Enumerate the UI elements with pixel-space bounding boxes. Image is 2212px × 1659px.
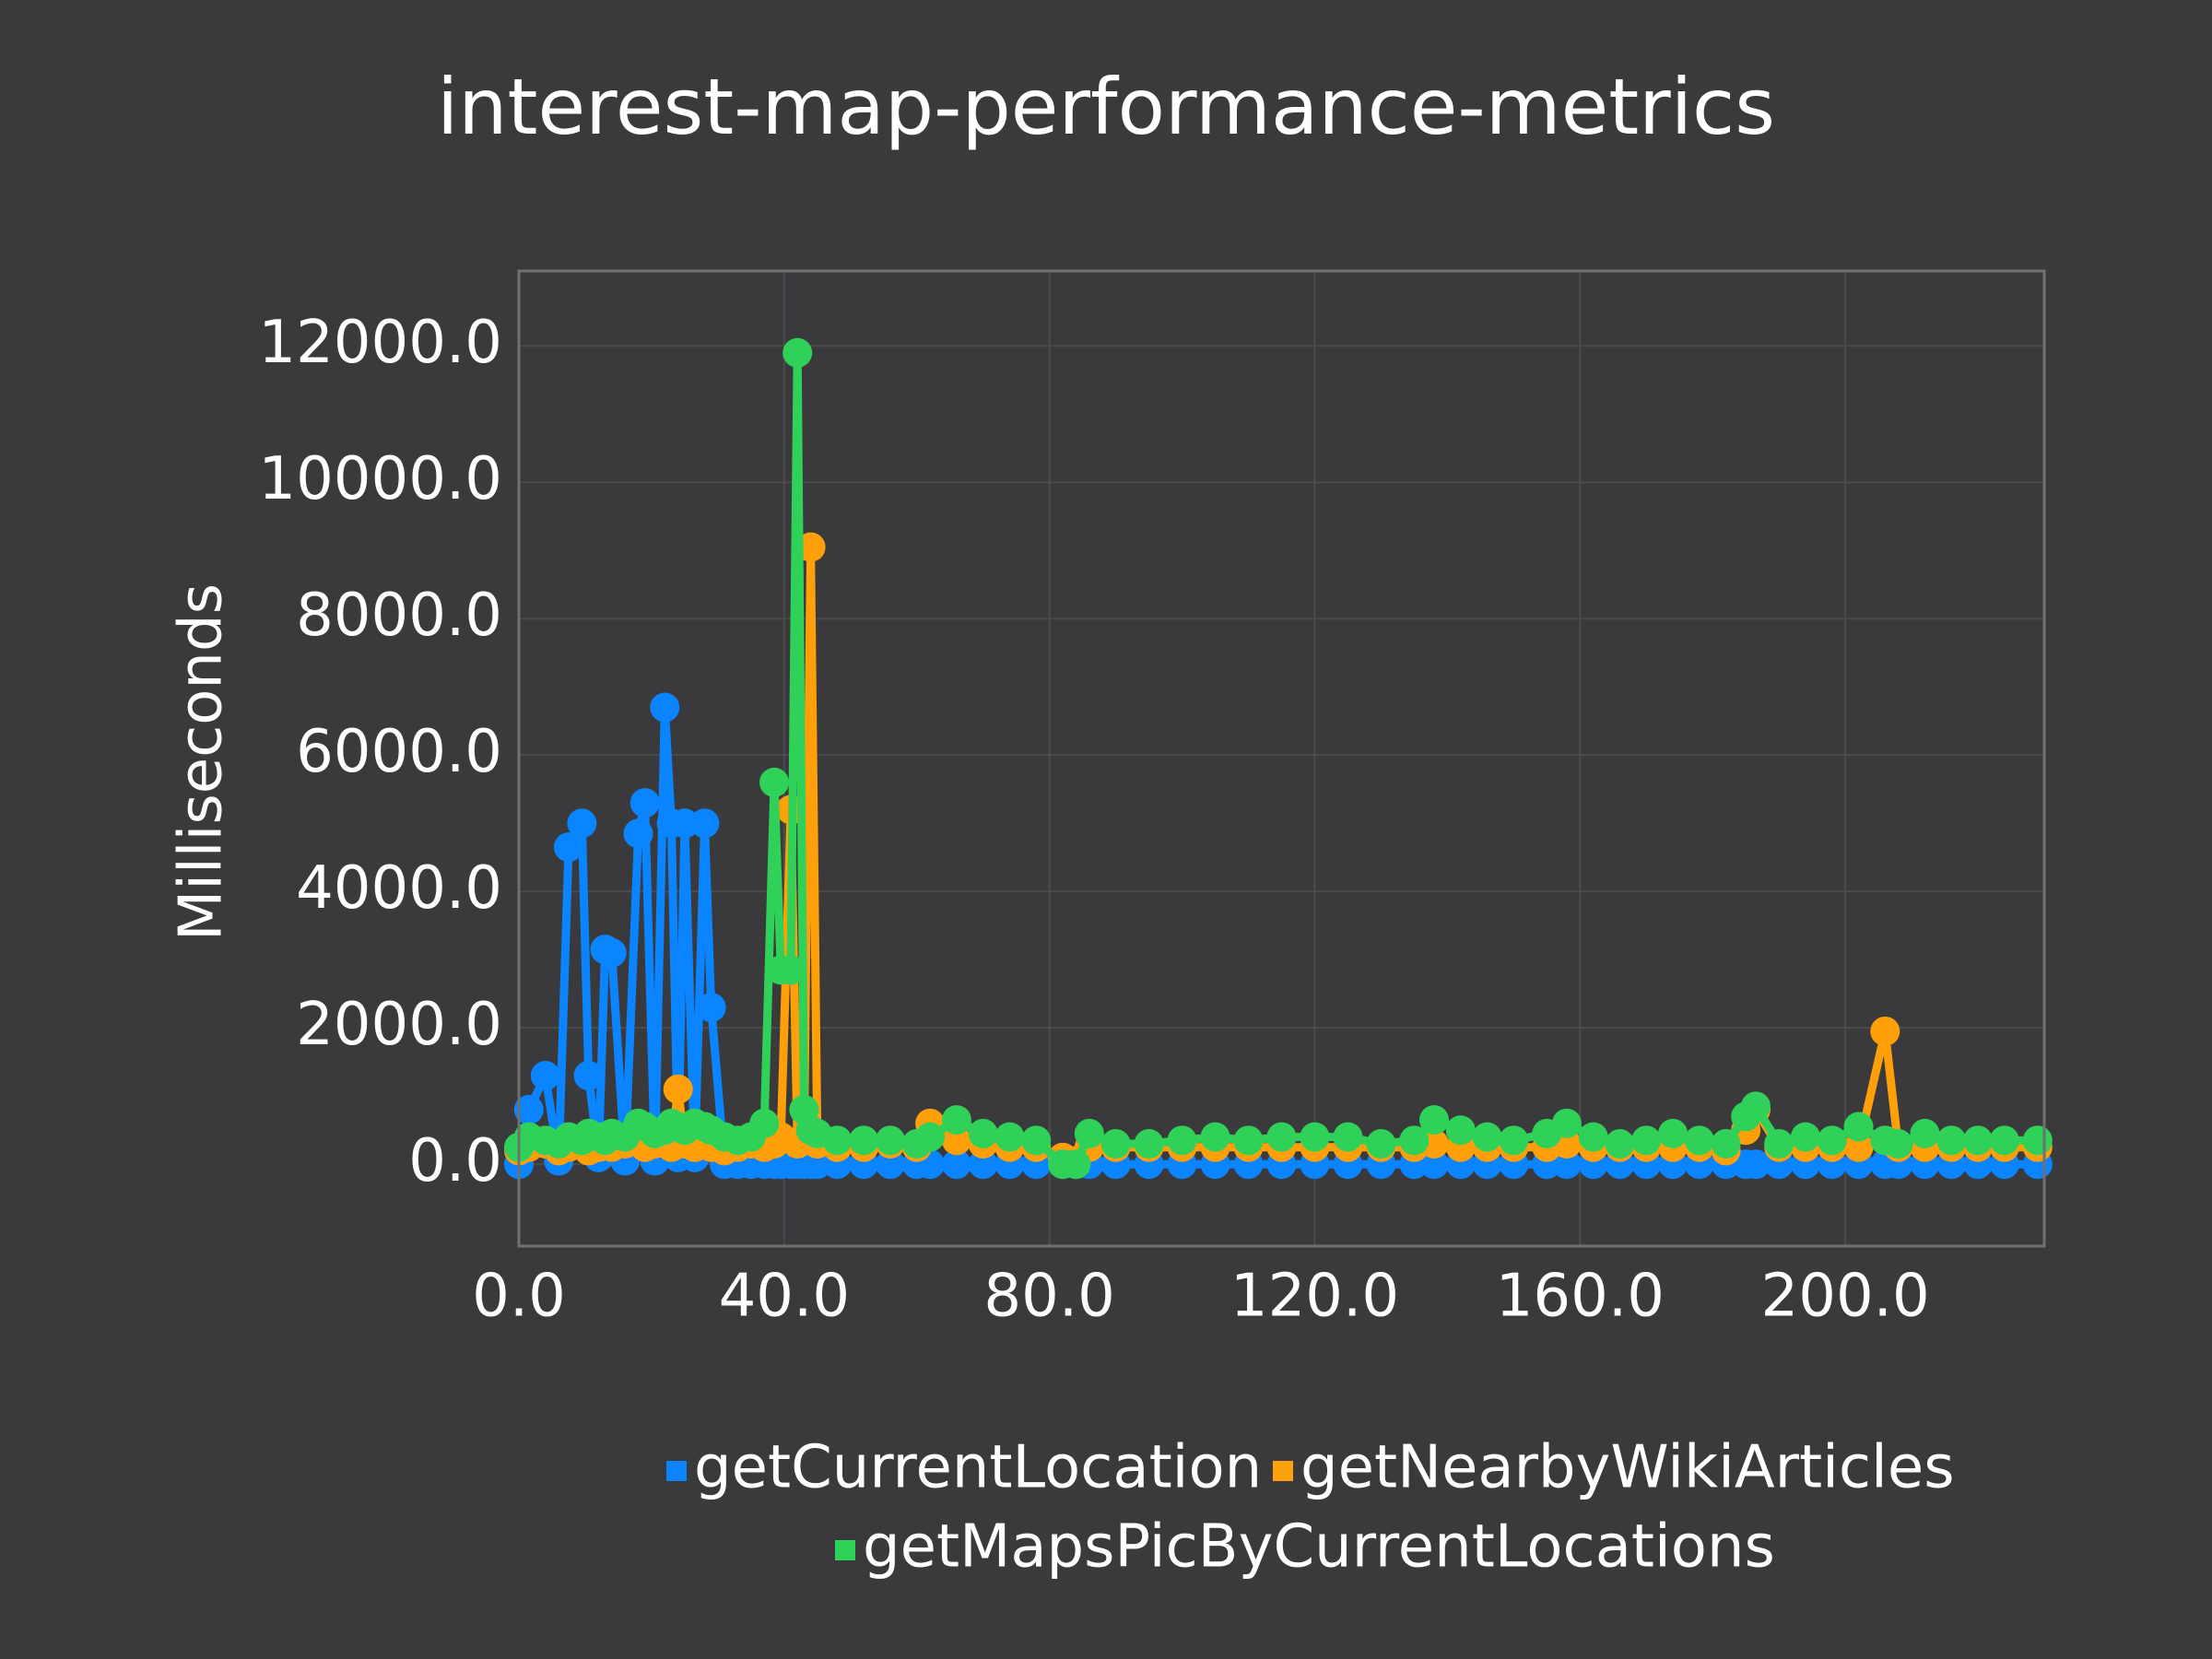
data-point <box>1061 1149 1091 1180</box>
x-tick-label: 120.0 <box>1230 1263 1399 1331</box>
data-point <box>1419 1105 1449 1135</box>
data-point <box>1870 1016 1900 1046</box>
data-point <box>1551 1149 1582 1180</box>
data-point <box>875 1149 905 1180</box>
data-point <box>759 767 790 797</box>
y-axis-label: Milliseconds <box>168 583 236 941</box>
data-point <box>968 1149 998 1180</box>
y-tick-label: 8000.0 <box>296 582 502 650</box>
data-point <box>776 955 806 985</box>
data-point <box>1100 1129 1131 1159</box>
data-point <box>1817 1125 1847 1156</box>
data-point <box>1910 1118 1940 1148</box>
data-point <box>1578 1122 1608 1152</box>
data-point <box>1333 1122 1363 1152</box>
data-point <box>663 1074 693 1104</box>
data-point <box>782 337 813 368</box>
legend: getCurrentLocation getNearbyWikiArticles g… <box>666 1434 1955 1582</box>
data-point <box>650 692 680 723</box>
data-point <box>1963 1125 1994 1156</box>
data-point <box>1843 1112 1874 1142</box>
legend-label: getNearbyWikiArticles <box>1300 1434 1955 1502</box>
x-tick-label: 80.0 <box>983 1263 1115 1331</box>
data-point <box>1399 1125 1430 1156</box>
data-point <box>1300 1122 1330 1152</box>
data-point <box>1266 1122 1297 1152</box>
data-point <box>567 808 597 839</box>
data-point <box>513 1095 544 1125</box>
data-point <box>941 1105 971 1135</box>
data-point <box>941 1125 971 1156</box>
data-point <box>994 1122 1025 1152</box>
data-point <box>1200 1122 1230 1152</box>
data-point <box>1074 1118 1104 1148</box>
data-point <box>1445 1115 1476 1146</box>
legend-label: getMapsPicByCurrentLocations <box>863 1513 1775 1582</box>
data-point <box>2022 1125 2053 1156</box>
y-tick-label: 0.0 <box>408 1127 502 1195</box>
data-point <box>1711 1129 1741 1159</box>
data-point <box>1631 1125 1662 1156</box>
data-point <box>1419 1149 1449 1180</box>
data-point <box>941 1149 971 1180</box>
data-point <box>1843 1132 1874 1162</box>
data-point <box>553 832 583 863</box>
data-point <box>1605 1129 1635 1159</box>
data-point <box>573 1061 604 1091</box>
data-point <box>596 937 627 968</box>
data-point <box>1936 1125 1967 1156</box>
y-tick-label: 2000.0 <box>296 991 502 1059</box>
data-point <box>629 788 660 818</box>
data-point <box>1366 1129 1396 1159</box>
y-tick-label: 6000.0 <box>296 718 502 786</box>
data-point <box>1021 1125 1052 1156</box>
chart-title: interest-map-performance-metrics <box>437 62 1775 152</box>
data-point <box>1989 1125 2019 1156</box>
data-point <box>1167 1125 1197 1156</box>
data-point <box>1740 1091 1771 1122</box>
data-point <box>530 1061 560 1091</box>
data-point <box>915 1122 946 1152</box>
data-point <box>1134 1129 1164 1159</box>
y-tick-label: 4000.0 <box>296 854 502 923</box>
data-point <box>822 1125 853 1156</box>
data-point <box>1740 1149 1771 1180</box>
legend-marker <box>1273 1461 1293 1481</box>
data-point <box>623 818 653 849</box>
plot-area <box>504 337 2053 1180</box>
data-point <box>749 1108 780 1138</box>
data-point <box>1883 1129 1913 1159</box>
x-tick-label: 160.0 <box>1496 1263 1665 1331</box>
data-point <box>689 808 720 839</box>
data-point <box>1790 1122 1820 1152</box>
data-point <box>968 1118 998 1148</box>
data-point <box>1233 1125 1264 1156</box>
legend-marker <box>666 1461 687 1481</box>
data-point <box>1499 1125 1529 1156</box>
legend-marker <box>835 1540 855 1560</box>
plot-frame <box>517 269 2046 1248</box>
x-tick-label: 200.0 <box>1761 1263 1930 1331</box>
data-point <box>1764 1129 1794 1159</box>
legend-label: getCurrentLocation <box>694 1434 1262 1502</box>
y-tick-label: 12000.0 <box>258 309 502 377</box>
data-point <box>849 1125 879 1156</box>
data-point <box>875 1125 905 1156</box>
data-point <box>1472 1122 1502 1152</box>
y-tick-label: 10000.0 <box>258 445 502 513</box>
x-tick-label: 40.0 <box>719 1263 851 1331</box>
data-point <box>1658 1118 1688 1148</box>
data-point <box>1551 1108 1582 1138</box>
data-point <box>1684 1125 1714 1156</box>
x-tick-label: 0.0 <box>472 1263 566 1331</box>
data-point <box>696 993 726 1023</box>
